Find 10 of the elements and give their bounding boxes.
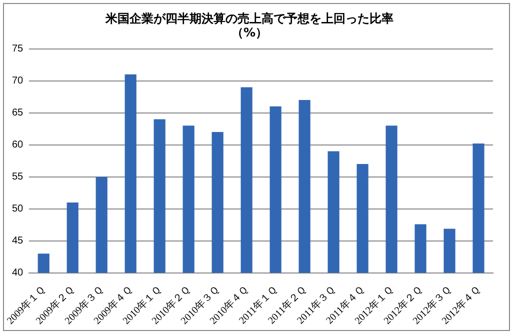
text: （%） — [231, 26, 268, 40]
y-tick-label: 65 — [12, 108, 24, 119]
y-tick-label: 45 — [12, 236, 24, 247]
y-tick-label: 75 — [12, 44, 24, 55]
y-tick-label: 40 — [12, 268, 24, 279]
y-tick-label: 70 — [12, 76, 24, 87]
y-tick-label: 60 — [12, 140, 24, 151]
y-tick-label: 55 — [12, 172, 24, 183]
text: 米国企業が四半期決算の売上高で予想を上回った比率 — [106, 11, 394, 26]
y-tick-label: 50 — [12, 204, 24, 215]
